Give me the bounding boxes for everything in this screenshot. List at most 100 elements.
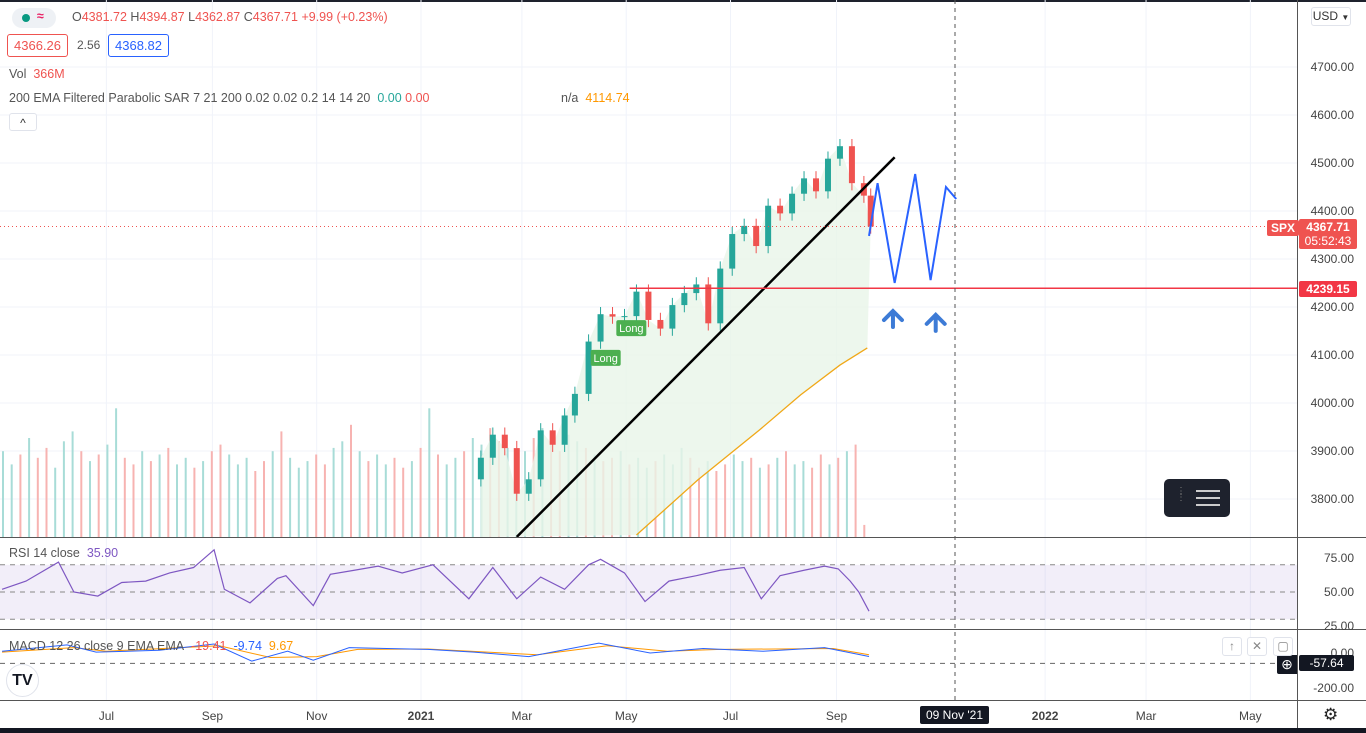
add-plus-icon[interactable]: ⊕ xyxy=(1277,655,1297,674)
macd-label: MACD 12 26 close 9 EMA EMA xyxy=(9,639,185,653)
volume-bar xyxy=(793,464,796,537)
tradingview-logo-icon[interactable]: TV xyxy=(6,664,39,697)
volume-bar xyxy=(80,451,83,537)
time-axis-label: Nov xyxy=(306,709,328,723)
volume-bar xyxy=(724,464,727,537)
time-axis-label: Mar xyxy=(1135,709,1157,723)
price-axis-label: 4300.00 xyxy=(1310,252,1354,266)
macd-legend[interactable]: MACD 12 26 close 9 EMA EMA -19.41 -9.74 … xyxy=(9,639,293,653)
move-pane-up-icon[interactable]: ↑ xyxy=(1222,637,1242,656)
candle-body xyxy=(867,195,874,227)
settings-gear-icon[interactable]: ⚙ xyxy=(1323,705,1339,724)
volume-bar xyxy=(350,424,352,537)
close-value: 4367.71 xyxy=(252,10,298,24)
volume-bar xyxy=(245,457,248,537)
open-value: 4381.72 xyxy=(81,10,127,24)
volume-bar xyxy=(819,454,822,537)
candle-body xyxy=(513,448,520,494)
sell-price-button[interactable]: 4366.26 xyxy=(7,34,68,57)
rsi-line xyxy=(1,548,870,612)
hline-price-tag: 4239.15 xyxy=(1299,281,1357,297)
volume-bar xyxy=(323,464,326,537)
buy-price-button[interactable]: 4368.82 xyxy=(108,34,169,57)
volume-bar xyxy=(149,461,152,537)
volume-bar xyxy=(776,457,779,537)
signal-fill-area xyxy=(480,146,871,537)
volume-bar xyxy=(315,454,318,537)
candle-body xyxy=(848,146,855,184)
currency-label: USD xyxy=(1312,9,1339,23)
price-axis-label: 4400.00 xyxy=(1310,204,1354,218)
volume-legend: Vol 366M xyxy=(9,67,65,81)
volume-bar xyxy=(263,461,265,537)
volume-bar xyxy=(71,431,74,537)
indicator-label: 200 EMA Filtered Parabolic SAR 7 21 200 … xyxy=(9,91,371,105)
volume-bar xyxy=(758,467,761,537)
trendline xyxy=(515,156,896,537)
candle-body xyxy=(741,225,748,235)
window-bottom-border xyxy=(0,728,1366,733)
volume-bar xyxy=(854,444,857,537)
volume-bar xyxy=(210,451,213,537)
drag-handle-icon[interactable]: ⋮ ⋮ xyxy=(1176,486,1186,503)
volume-bar xyxy=(732,454,735,537)
rsi-legend[interactable]: RSI 14 close 35.90 xyxy=(9,546,118,560)
open-label: O xyxy=(72,10,82,24)
candle-body xyxy=(645,291,652,320)
volume-bar xyxy=(141,451,144,537)
volume-bar xyxy=(280,431,283,537)
time-axis-label: Mar xyxy=(511,709,533,723)
up-arrow-icon xyxy=(881,308,904,330)
rsi-label: RSI 14 close xyxy=(9,546,80,560)
volume-bar xyxy=(36,457,39,537)
volume-bar xyxy=(802,461,805,537)
price-axis-label: 3800.00 xyxy=(1310,492,1354,506)
macd-line xyxy=(2,642,870,662)
collapse-legend-button[interactable]: ^ xyxy=(9,113,37,131)
candle-body xyxy=(657,319,664,329)
volume-value: 366M xyxy=(33,67,65,81)
close-pane-icon[interactable]: ✕ xyxy=(1247,637,1267,656)
time-axis-label: Sep xyxy=(201,709,224,723)
high-value: 4394.87 xyxy=(139,10,185,24)
currency-button[interactable]: USD ▼ xyxy=(1311,7,1351,26)
volume-bar xyxy=(437,454,439,537)
close-label: C xyxy=(243,10,253,24)
status-pill[interactable]: ≈ xyxy=(12,8,56,28)
long-signal-label-bg xyxy=(590,349,621,366)
candle-body xyxy=(621,316,628,318)
volume-bar xyxy=(106,444,109,537)
trading-panel-widget[interactable]: ⋮ ⋮ xyxy=(1164,479,1230,517)
time-axis-label: May xyxy=(614,709,638,723)
spread-value: 2.56 xyxy=(77,38,101,52)
ema-200-line xyxy=(636,347,868,536)
volume-bar xyxy=(97,454,100,537)
candle-body xyxy=(801,178,808,194)
candle-body xyxy=(789,193,796,214)
histogram-value: 9.67 xyxy=(268,639,294,653)
rsi-axis-50: 50.00 xyxy=(1323,585,1354,599)
volume-bar xyxy=(698,467,700,537)
candle-body xyxy=(753,225,760,247)
volume-bar xyxy=(167,447,170,537)
maximize-pane-icon[interactable]: ▢ xyxy=(1273,637,1293,656)
volume-bar xyxy=(297,467,300,537)
volume-bar xyxy=(10,464,13,537)
price-axis-label: 4000.00 xyxy=(1310,396,1354,410)
settings-sliders-icon[interactable] xyxy=(1196,490,1220,506)
volume-bar xyxy=(689,457,692,537)
rsi-axis-25: 25.00 xyxy=(1323,619,1354,633)
candle-body xyxy=(705,284,712,324)
volume-bar xyxy=(445,464,448,537)
volume-bar xyxy=(463,451,466,537)
market-status-icon xyxy=(22,14,30,22)
volume-bar xyxy=(332,447,335,537)
volume-bar xyxy=(19,454,22,537)
volume-bar xyxy=(811,467,814,537)
volume-bar xyxy=(89,461,91,537)
indicator-legend[interactable]: 200 EMA Filtered Parabolic SAR 7 21 200 … xyxy=(9,91,429,105)
volume-bar xyxy=(306,461,309,537)
candle-body xyxy=(489,434,496,458)
time-axis-label: Sep xyxy=(825,709,848,723)
